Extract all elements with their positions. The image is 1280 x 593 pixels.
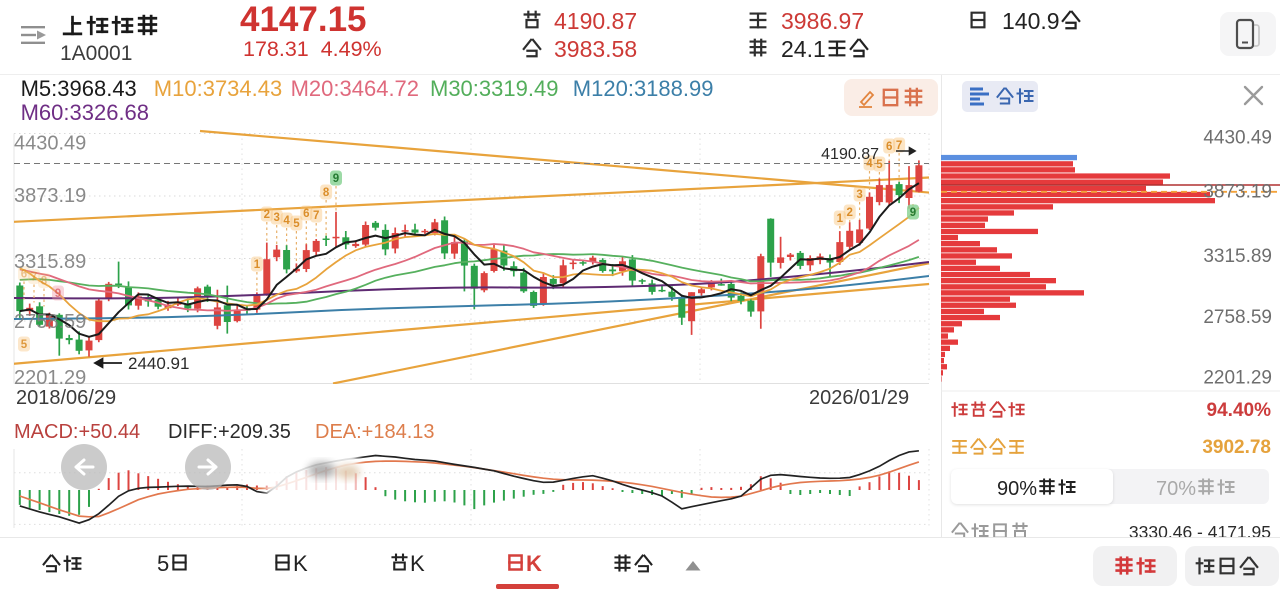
svg-text:3315.89: 3315.89 bbox=[14, 251, 86, 273]
svg-text:2201.29: 2201.29 bbox=[14, 367, 86, 389]
svg-text:3: 3 bbox=[273, 212, 279, 224]
svg-text:2201.29: 2201.29 bbox=[1203, 368, 1272, 389]
svg-text:7: 7 bbox=[896, 140, 902, 152]
svg-text:5: 5 bbox=[21, 339, 28, 351]
svg-text:1: 1 bbox=[254, 259, 261, 271]
svg-text:9: 9 bbox=[333, 173, 339, 185]
svg-text:5: 5 bbox=[876, 159, 883, 171]
svg-text:3: 3 bbox=[856, 189, 862, 201]
svg-text:3315.89: 3315.89 bbox=[1203, 246, 1272, 267]
svg-text:2: 2 bbox=[846, 207, 852, 219]
svg-text:4430.49: 4430.49 bbox=[14, 133, 86, 155]
svg-text:2758.59: 2758.59 bbox=[1203, 307, 1272, 328]
svg-text:7: 7 bbox=[313, 210, 319, 222]
svg-text:7: 7 bbox=[31, 271, 37, 283]
svg-text:6: 6 bbox=[886, 141, 892, 153]
svg-text:2440.91: 2440.91 bbox=[128, 354, 189, 373]
svg-text:4: 4 bbox=[866, 158, 873, 170]
svg-text:1: 1 bbox=[837, 213, 844, 225]
svg-text:3873.19: 3873.19 bbox=[1203, 182, 1272, 203]
svg-text:6: 6 bbox=[21, 268, 27, 280]
svg-text:8: 8 bbox=[41, 275, 48, 287]
svg-text:6: 6 bbox=[303, 208, 309, 220]
svg-text:8: 8 bbox=[323, 187, 330, 199]
svg-text:4: 4 bbox=[283, 215, 290, 227]
svg-text:3873.19: 3873.19 bbox=[14, 185, 86, 207]
svg-text:4190.87: 4190.87 bbox=[821, 146, 879, 163]
svg-text:2758.59: 2758.59 bbox=[14, 311, 86, 333]
svg-text:9: 9 bbox=[910, 207, 916, 219]
svg-text:5: 5 bbox=[293, 218, 300, 230]
svg-text:9: 9 bbox=[55, 288, 61, 300]
svg-text:2: 2 bbox=[264, 209, 270, 221]
svg-text:4430.49: 4430.49 bbox=[1203, 128, 1272, 149]
